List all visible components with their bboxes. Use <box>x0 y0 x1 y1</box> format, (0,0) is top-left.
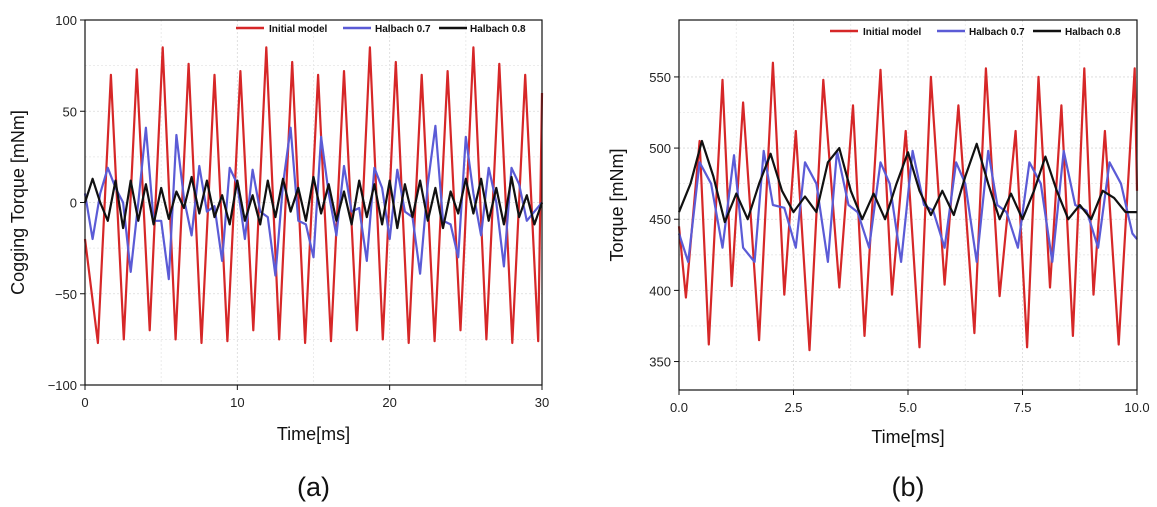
series-line-1 <box>677 61 1139 352</box>
y-tick-label: 500 <box>649 141 671 156</box>
series-line-2 <box>677 149 1138 263</box>
legend-label-2: Halbach 0.7 <box>969 27 1025 38</box>
x-tick-label: 7.5 <box>1013 400 1031 415</box>
y-tick-label: 550 <box>649 70 671 85</box>
y-tick-label: 50 <box>63 104 77 119</box>
y-axis-label: Cogging Torque [mNm] <box>8 110 28 295</box>
panel-caption: (a) <box>297 472 330 502</box>
x-tick-label: 20 <box>382 395 396 410</box>
legend-label-3: Halbach 0.8 <box>470 24 526 35</box>
y-axis-label: Torque [mNm] <box>607 148 627 261</box>
y-tick-label: 400 <box>649 283 671 298</box>
panel-a: 0 10 20 30 −100 −50 0 50 100 Time[ms] Cogging Torq… <box>8 13 549 502</box>
legend-label-1: Initial model <box>269 24 328 35</box>
series-line-2 <box>83 124 543 281</box>
x-tick-label: 10 <box>230 395 244 410</box>
legend-label-2: Halbach 0.7 <box>375 24 431 35</box>
legend-label-3: Halbach 0.8 <box>1065 27 1121 38</box>
panel-caption: (b) <box>892 472 925 502</box>
legend-label-1: Initial model <box>863 27 922 38</box>
y-tick-label: 350 <box>649 355 671 370</box>
x-tick-label: 30 <box>535 395 549 410</box>
y-tick-label: 100 <box>55 13 77 28</box>
y-tick-label: 0 <box>70 196 77 211</box>
series-line-3 <box>677 139 1137 224</box>
x-axis-label: Time[ms] <box>277 424 350 444</box>
x-axis-label: Time[ms] <box>871 427 944 447</box>
y-tick-label: 450 <box>649 212 671 227</box>
y-tick-label: −100 <box>48 378 77 393</box>
x-tick-label: 0.0 <box>670 400 688 415</box>
x-tick-label: 0 <box>81 395 88 410</box>
series-line-3 <box>83 175 544 230</box>
x-tick-label: 5.0 <box>899 400 917 415</box>
y-tick-label: −50 <box>55 287 77 302</box>
panel-b: 0.0 2.5 5.0 7.5 10.0 350 400 450 500 550 Time[ms] T… <box>607 19 1150 502</box>
x-tick-label: 2.5 <box>784 400 802 415</box>
x-tick-label: 10.0 <box>1124 400 1149 415</box>
series-line-1 <box>83 46 544 345</box>
